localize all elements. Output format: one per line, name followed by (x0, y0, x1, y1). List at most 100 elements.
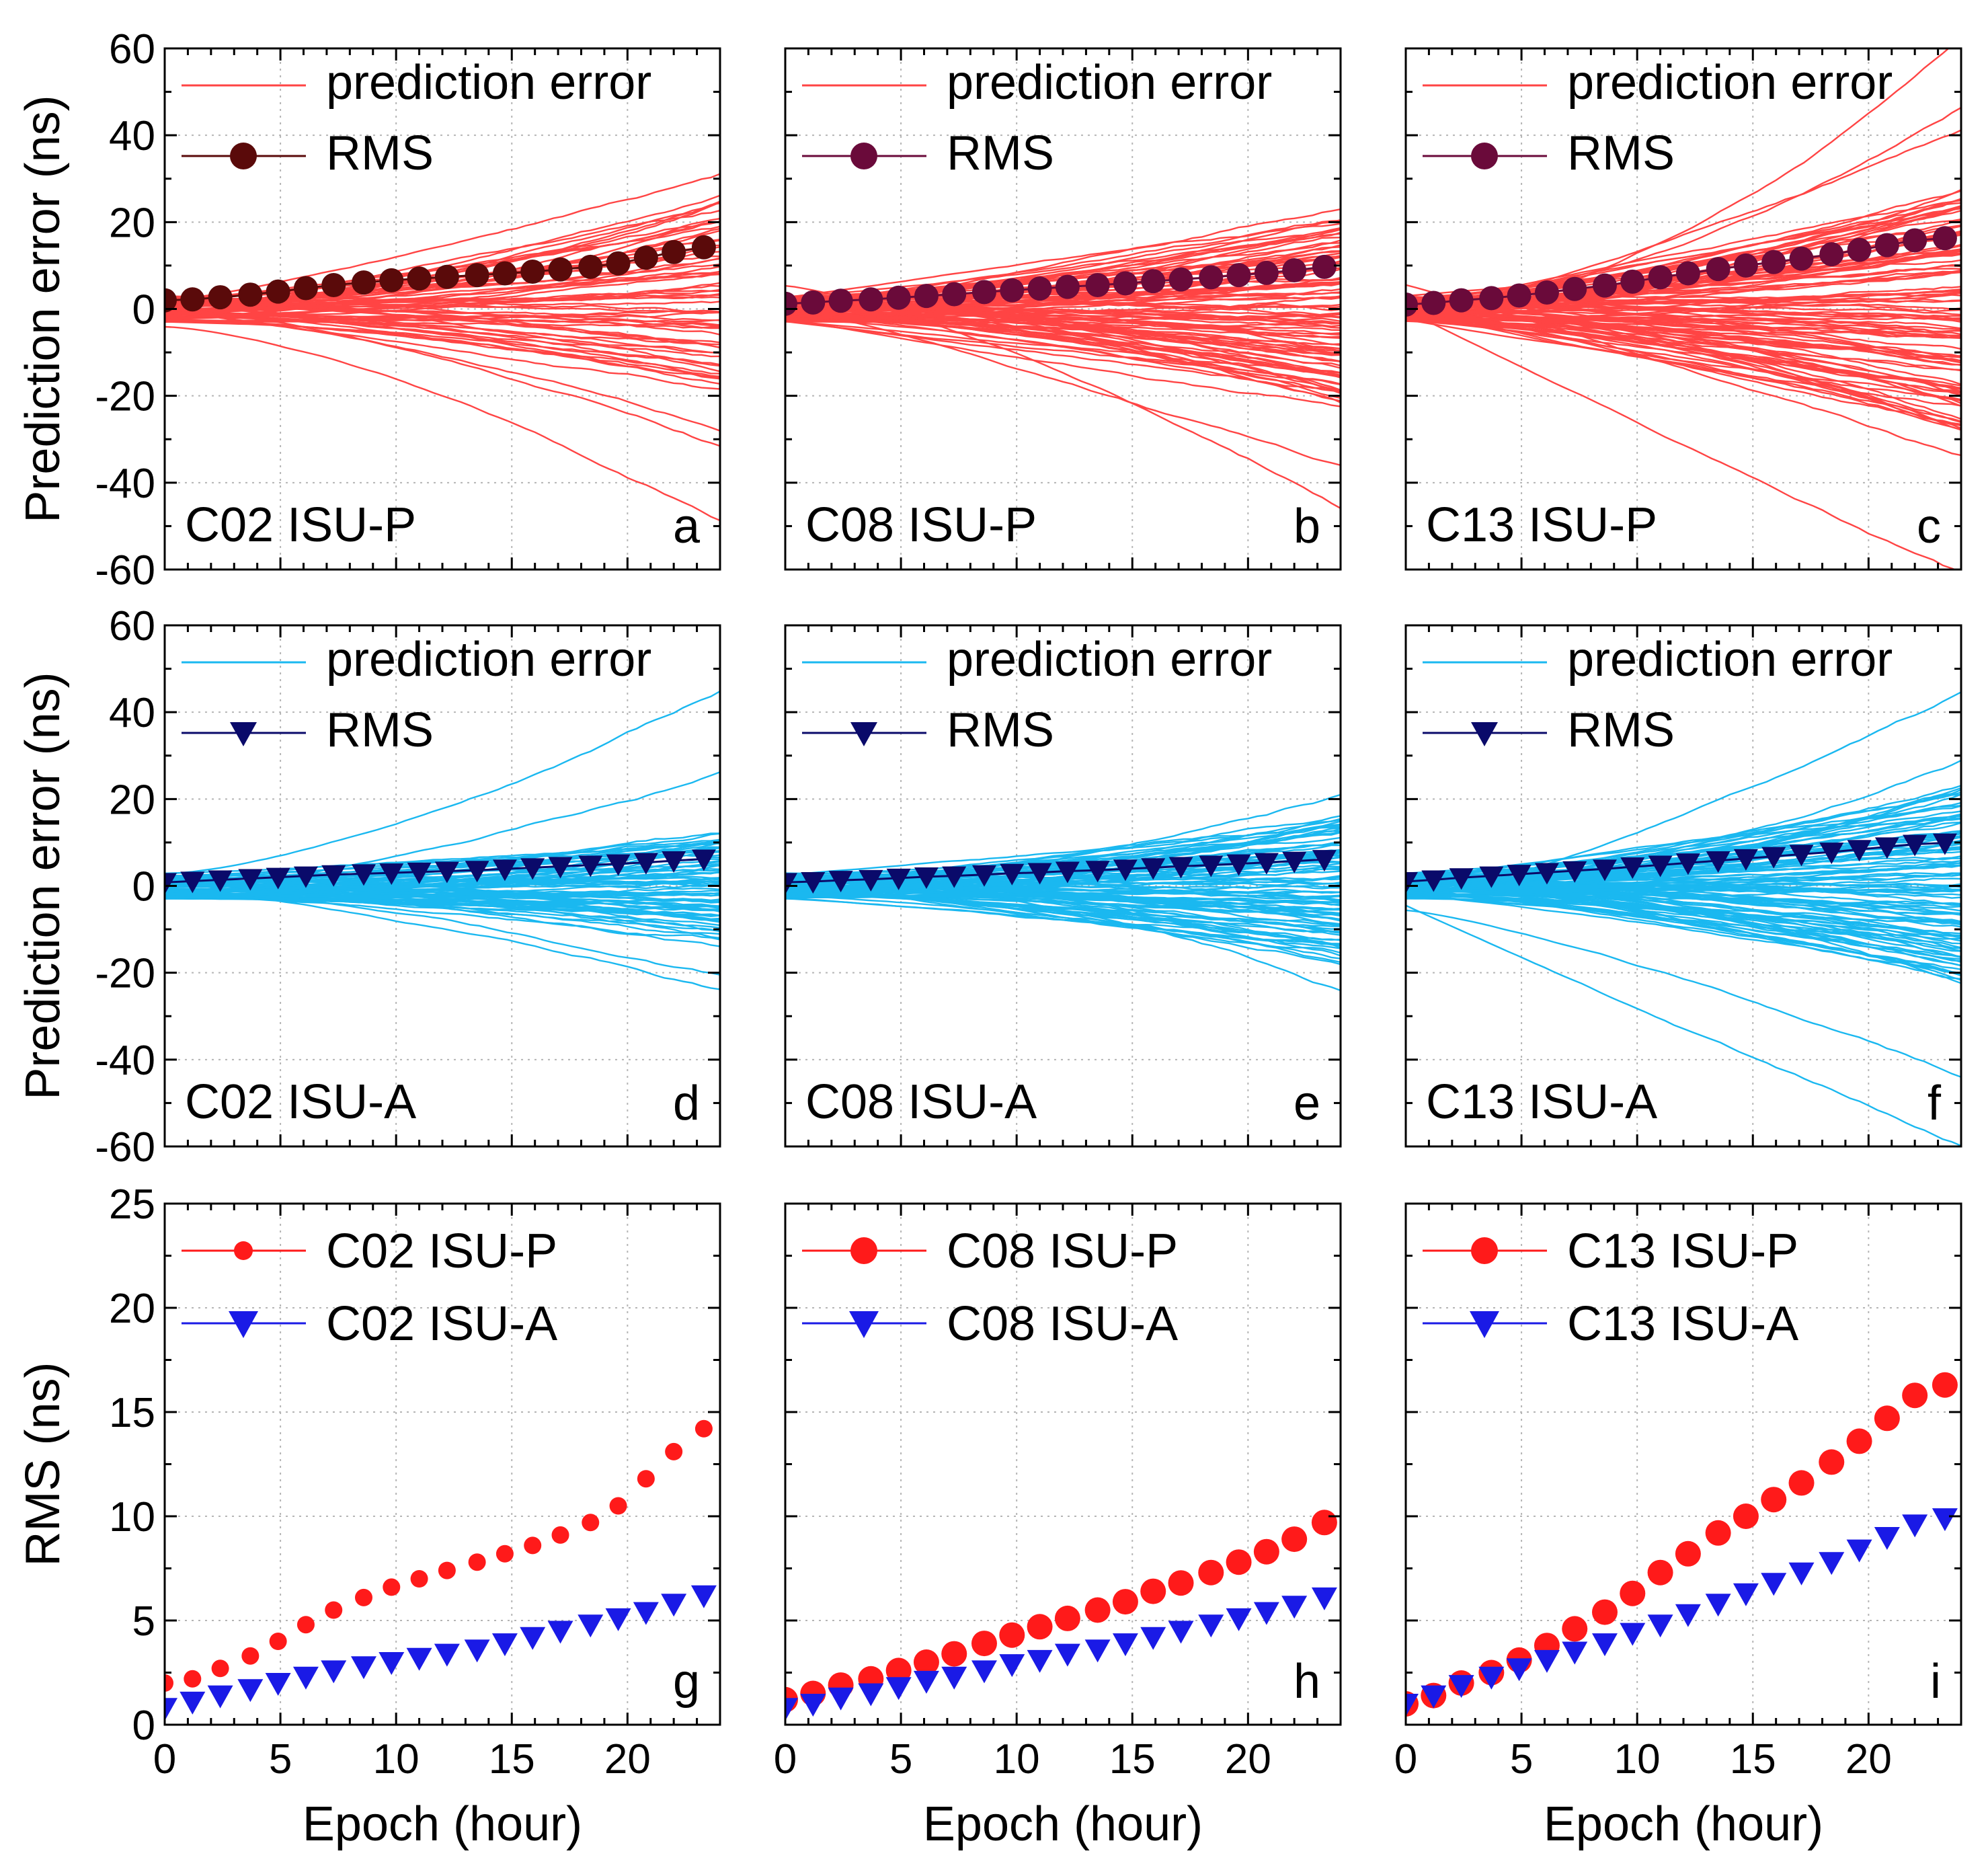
rms-point (1847, 840, 1872, 862)
data-point (551, 1526, 569, 1544)
rms-point (886, 285, 911, 310)
panel-c: prediction error RMS C13 ISU-P c (1404, 47, 1962, 571)
rms-point (859, 869, 883, 892)
rms-point (1226, 263, 1251, 288)
y-tick-label: 20 (109, 1286, 155, 1332)
data-point (1761, 1487, 1787, 1513)
data-point (633, 1602, 659, 1625)
rms-point (1406, 872, 1418, 894)
rms-point (266, 867, 290, 890)
plot-area (785, 208, 1341, 509)
data-point (1788, 1470, 1815, 1496)
x-tick-label: 5 (269, 1736, 292, 1783)
data-point (1226, 1549, 1252, 1575)
y-tick-label: 15 (109, 1390, 155, 1436)
error-line (1406, 249, 1961, 321)
data-point (605, 1608, 631, 1631)
data-point (1112, 1589, 1138, 1615)
series-c02-isu-a (165, 1585, 717, 1721)
x-tick-label: 20 (604, 1736, 651, 1783)
rms-point (1226, 854, 1251, 876)
rms-point (606, 251, 631, 276)
rms-point (1706, 851, 1731, 873)
data-point (1311, 1587, 1337, 1610)
error-line (785, 295, 1341, 321)
legend-label: prediction error (947, 633, 1272, 687)
rms-point (1620, 857, 1645, 880)
data-point (1733, 1583, 1759, 1606)
legend-label: RMS (326, 703, 434, 757)
data-point (1140, 1578, 1166, 1604)
error-line (785, 318, 1341, 407)
rms-point (321, 272, 346, 297)
rms-point (1819, 843, 1844, 865)
error-line (1406, 309, 1957, 570)
ticks (1404, 624, 1962, 1148)
data-point (1054, 1605, 1080, 1631)
data-point (1846, 1428, 1872, 1454)
legend-marker (230, 143, 257, 169)
rms-point (465, 861, 489, 883)
rms-point (1055, 274, 1080, 299)
x-axis-label: Epoch (hour) (923, 1797, 1203, 1851)
data-point (265, 1673, 291, 1696)
rms-point (578, 855, 603, 877)
rms-series (785, 254, 1337, 316)
grid (1406, 1204, 1961, 1725)
rms-point (886, 868, 911, 890)
data-point (1311, 1510, 1337, 1536)
rms-point (548, 257, 573, 282)
error-line (1406, 865, 1961, 896)
rms-point (942, 866, 967, 888)
data-point (1562, 1641, 1588, 1665)
data-point (665, 1442, 683, 1460)
x-axis-label: Epoch (hour) (303, 1797, 582, 1851)
rms-point (1761, 847, 1786, 869)
legend-label: RMS (1567, 126, 1675, 180)
legend: prediction error RMS (182, 633, 651, 757)
error-line (165, 887, 720, 990)
data-point (1902, 1382, 1928, 1409)
error-line (165, 864, 720, 898)
rms-point (434, 264, 459, 289)
data-point (1027, 1614, 1053, 1640)
panel-b: prediction error RMS C08 ISU-P b (784, 47, 1342, 571)
data-point (941, 1641, 967, 1667)
rms-point (662, 239, 686, 264)
data-point (1705, 1594, 1731, 1617)
data-point (1675, 1604, 1701, 1627)
data-point (1705, 1520, 1731, 1546)
error-line (165, 308, 720, 447)
ticks (784, 624, 1342, 1148)
error-line (165, 890, 720, 976)
rms-point (520, 858, 545, 880)
legend-label: prediction error (326, 633, 651, 687)
panel-letter: b (1294, 500, 1320, 553)
rms-point (1000, 863, 1025, 886)
y-axis-label: Prediction error (ns) (16, 672, 70, 1099)
data-point (1591, 1633, 1618, 1657)
rms-point (691, 235, 716, 260)
plot-area (785, 793, 1341, 992)
rms-point (971, 865, 996, 887)
rms-point (1761, 249, 1786, 274)
panel-g: 0 5 10 15 20 25 0 5 10 15 20 Epoch (hour) RMS (ns) C0… (16, 1181, 721, 1851)
data-point (971, 1660, 997, 1684)
error-line (165, 771, 720, 893)
legend-label: C13 ISU-A (1567, 1297, 1798, 1351)
rms-point (1282, 851, 1307, 873)
rms-point (828, 871, 853, 893)
rms-point (1620, 269, 1645, 294)
rms-point (1903, 834, 1927, 857)
panel-label: C13 ISU-A (1426, 1075, 1657, 1129)
data-point (885, 1657, 912, 1684)
rms-point (1168, 857, 1193, 879)
rms-point (1874, 837, 1899, 859)
panel-label: C02 ISU-P (185, 498, 416, 552)
data-point (1253, 1538, 1279, 1565)
rms-point (1874, 233, 1899, 258)
data-point (350, 1656, 376, 1680)
panel-a: -60 -40 -20 0 20 40 60 Prediction error (ns) pre… (16, 26, 721, 594)
rms-point (208, 870, 233, 892)
rms-point (492, 859, 517, 882)
